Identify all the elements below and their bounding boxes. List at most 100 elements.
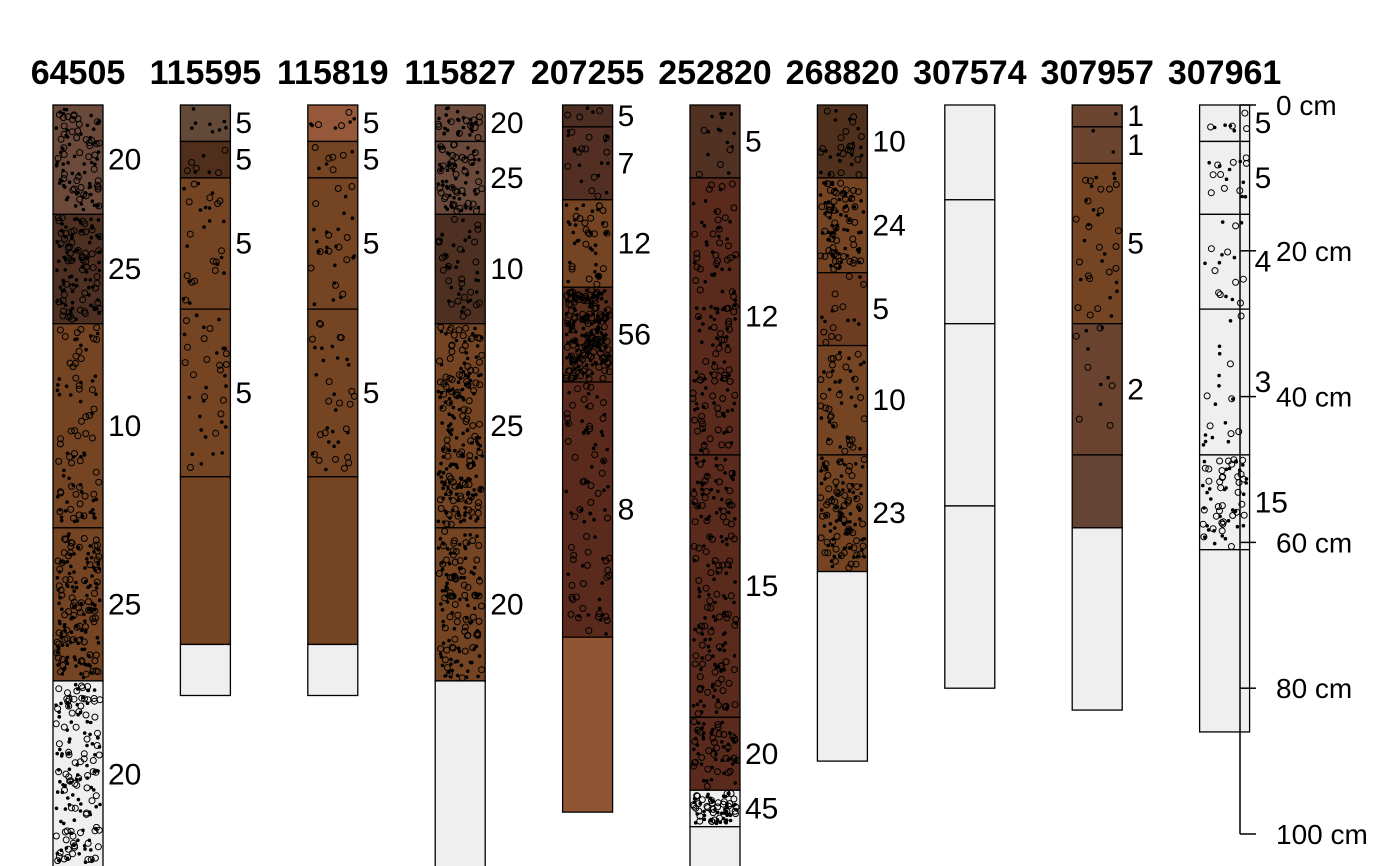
fragment-mark: [467, 371, 472, 376]
fragment-mark: [701, 405, 706, 409]
fragment-label: 10: [872, 384, 905, 417]
fragment-mark: [584, 332, 591, 339]
fragment-mark: [713, 600, 717, 605]
fragment-mark: [470, 387, 478, 395]
fragment-mark: [709, 392, 717, 400]
horizon-rect: [179, 104, 232, 143]
fragment-mark: [447, 562, 452, 566]
fragment-mark: [695, 313, 702, 320]
fragment-mark: [89, 785, 94, 790]
fragment-mark: [71, 842, 78, 850]
fragment-mark: [445, 151, 450, 155]
fragment-mark: [74, 580, 78, 585]
fragment-mark: [56, 668, 64, 676]
fragment-mark: [444, 113, 449, 117]
fragment-mark: [1241, 109, 1249, 117]
fragment-mark: [1089, 184, 1094, 188]
fragment-mark: [597, 276, 602, 280]
fragment-mark: [1232, 255, 1237, 260]
fragment-mark: [689, 389, 697, 397]
fragment-mark: [447, 324, 455, 332]
fragment-mark: [706, 597, 714, 605]
fragment-mark: [76, 500, 84, 508]
fragment-mark: [88, 226, 96, 234]
fragment-mark: [73, 204, 78, 208]
fragment-mark: [69, 186, 77, 194]
fragment-mark: [564, 111, 572, 119]
fragment-mark: [92, 203, 97, 207]
fragment-mark: [85, 598, 92, 606]
fragment-mark: [725, 242, 732, 250]
fragment-mark: [725, 441, 732, 449]
fragment-mark: [716, 489, 720, 494]
fragment-mark: [204, 385, 208, 390]
fragment-mark: [224, 425, 228, 429]
fragment-mark: [1091, 128, 1095, 133]
fragment-mark: [436, 472, 441, 476]
fragment-mark: [825, 405, 833, 413]
fragment-mark: [569, 596, 577, 603]
fragment-mark: [60, 301, 64, 305]
fragment-mark: [477, 435, 482, 440]
fragment-mark: [465, 356, 470, 361]
fragment-mark: [572, 241, 577, 246]
fragment-mark: [1237, 312, 1245, 320]
fragment-mark: [848, 472, 856, 480]
fragment-mark: [1212, 541, 1217, 546]
fragment-mark: [466, 603, 470, 608]
fragment-mark: [708, 181, 715, 189]
fragment-mark: [93, 141, 98, 145]
fragment-mark: [846, 142, 854, 150]
profile-307574: 307574: [913, 54, 1027, 689]
fragment-mark: [88, 250, 96, 258]
fragment-label: 5: [235, 228, 252, 261]
fragment-mark: [52, 720, 60, 728]
fragment-mark: [75, 347, 83, 355]
fragment-mark: [96, 769, 100, 773]
horizon-rect: [689, 104, 741, 179]
fragment-mark: [833, 380, 838, 384]
fragment-label: 20: [490, 588, 523, 621]
fragment-mark: [96, 560, 100, 565]
fragment-mark: [455, 109, 460, 114]
fragment-mark: [64, 133, 68, 138]
fragment-mark: [61, 611, 69, 619]
fragment-mark: [186, 230, 194, 238]
horizon: 25: [52, 213, 141, 325]
fragment-mark: [308, 335, 316, 343]
fragment-mark: [93, 336, 101, 343]
fragment-mark: [462, 518, 466, 522]
fragment-mark: [587, 214, 595, 222]
fragment-mark: [1084, 363, 1092, 371]
fragment-mark: [724, 820, 729, 825]
fragment-mark: [222, 219, 226, 224]
fragment-mark: [464, 597, 469, 602]
fragment-mark: [718, 183, 726, 190]
fragment-mark: [833, 526, 837, 530]
fragment-mark: [1215, 289, 1223, 297]
fragment-mark: [79, 343, 83, 348]
fragment-mark: [733, 317, 738, 321]
horizon-rect: [944, 323, 996, 507]
fragment-mark: [321, 358, 326, 363]
fragment-mark: [725, 237, 729, 241]
fragment-mark: [77, 172, 81, 176]
fragment-mark: [597, 338, 605, 346]
fragment-mark: [75, 337, 79, 341]
fragment-mark: [463, 546, 468, 551]
fragment-mark: [84, 663, 89, 667]
fragment-mark: [474, 225, 482, 233]
fragment-mark: [849, 259, 857, 267]
fragment-mark: [839, 150, 847, 158]
profile-id-label: 115819: [277, 54, 389, 92]
fragment-mark: [96, 640, 101, 645]
fragment-mark: [697, 328, 702, 333]
fragment-mark: [71, 283, 75, 287]
fragment-mark: [456, 557, 464, 565]
fragment-label: 20: [490, 107, 523, 140]
fragment-mark: [476, 516, 480, 521]
fragment-mark: [445, 277, 453, 285]
fragment-mark: [1217, 164, 1222, 168]
fragment-mark: [1218, 514, 1222, 519]
fragment-label: 3: [1255, 366, 1272, 399]
